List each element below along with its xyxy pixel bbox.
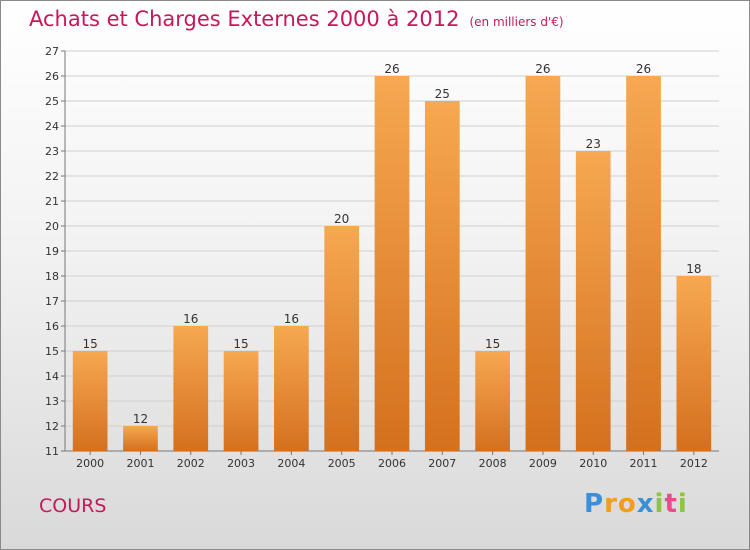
data-label-2006: 26 (384, 62, 399, 76)
y-axis-ticks: 11 12 13 14 15 16 17 18 19 20 21 22 23 24 25 26 27 (45, 45, 65, 458)
chart-subtitle: (en milliers d'€) (469, 15, 564, 29)
bar-2000 (72, 351, 108, 451)
y-tick-label: 11 (45, 445, 59, 458)
x-tick-label: 2010 (579, 457, 607, 470)
data-label-2010: 23 (586, 137, 601, 151)
chart-title-text: Achats et Charges Externes 2000 à 2012 (29, 7, 460, 31)
bar-2012 (676, 276, 712, 451)
logo-letter: r (604, 489, 618, 519)
y-tick-label: 16 (45, 320, 59, 333)
logo-letter: i (677, 489, 688, 519)
data-label-2002: 16 (183, 312, 198, 326)
data-label-2000: 15 (83, 337, 98, 351)
y-tick-label: 24 (45, 120, 59, 133)
bar-2002 (173, 326, 209, 451)
logo-letter: P (584, 489, 605, 519)
y-tick-label: 19 (45, 245, 59, 258)
y-tick-label: 26 (45, 70, 59, 83)
x-tick-label: 2001 (126, 457, 154, 470)
y-tick-label: 25 (45, 95, 59, 108)
bars: 15 12 16 15 16 20 26 25 15 26 23 26 18 (72, 62, 712, 451)
bar-2001 (123, 426, 158, 451)
x-tick-label: 2009 (529, 457, 557, 470)
x-axis-ticks: 2000 2001 2002 2003 2004 2005 2006 2007 2008 2009… (76, 451, 708, 470)
y-tick-label: 20 (45, 220, 59, 233)
x-tick-label: 2005 (328, 457, 356, 470)
data-label-2012: 18 (686, 262, 701, 276)
bar-2009 (525, 76, 561, 451)
y-tick-label: 17 (45, 295, 59, 308)
bar-2010 (575, 151, 611, 451)
bar-2008 (475, 351, 510, 451)
x-tick-label: 2002 (177, 457, 205, 470)
y-tick-label: 14 (45, 370, 59, 383)
y-tick-label: 13 (45, 395, 59, 408)
bar-2003 (223, 351, 259, 451)
y-tick-label: 12 (45, 420, 59, 433)
x-tick-label: 2007 (428, 457, 456, 470)
data-label-2011: 26 (636, 62, 651, 76)
y-tick-label: 27 (45, 45, 59, 58)
x-tick-label: 2008 (479, 457, 507, 470)
data-label-2007: 25 (435, 87, 450, 101)
logo-letter: x (636, 489, 655, 519)
data-label-2004: 16 (284, 312, 299, 326)
y-tick-label: 15 (45, 345, 59, 358)
logo-letter: t (664, 489, 678, 519)
bar-2007 (424, 101, 460, 451)
data-label-2008: 15 (485, 337, 500, 351)
logo-letter: o (617, 489, 637, 519)
bar-2011 (626, 76, 661, 451)
y-tick-label: 22 (45, 170, 59, 183)
bar-2006 (374, 76, 410, 451)
data-label-2009: 26 (535, 62, 550, 76)
x-tick-label: 2003 (227, 457, 255, 470)
data-label-2005: 20 (334, 212, 349, 226)
logo-letter: i (654, 489, 665, 519)
chart-title: Achats et Charges Externes 2000 à 2012 (e… (29, 7, 564, 31)
x-tick-label: 2012 (680, 457, 708, 470)
proxiti-logo: Proxiti (584, 489, 688, 519)
bar-2004 (274, 326, 309, 451)
x-tick-label: 2011 (630, 457, 658, 470)
data-label-2001: 12 (133, 412, 148, 426)
y-tick-label: 21 (45, 195, 59, 208)
x-tick-label: 2000 (76, 457, 104, 470)
y-tick-label: 18 (45, 270, 59, 283)
bar-2005 (324, 226, 360, 451)
x-tick-label: 2006 (378, 457, 406, 470)
x-tick-label: 2004 (277, 457, 305, 470)
commune-name: COURS (39, 495, 107, 517)
data-label-2003: 15 (233, 337, 248, 351)
y-tick-label: 23 (45, 145, 59, 158)
